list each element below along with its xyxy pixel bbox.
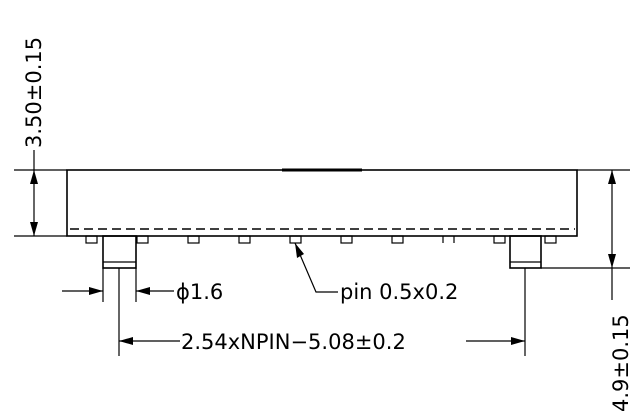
locating-post-left [102, 235, 137, 269]
pitch-dimension-label: 2.54xNPIN−5.08±0.2 [181, 330, 406, 354]
connector-body [66, 168, 578, 237]
pin-size-leader: pin 0.5x0.2 [294, 242, 458, 304]
pin-stubs [85, 235, 557, 244]
pin-diameter-label: ϕ1.6 [176, 280, 223, 304]
pitch-dimension: 2.54xNPIN−5.08±0.2 [118, 268, 526, 356]
pin-length-dimension-label: 4.9±0.15 [609, 314, 630, 412]
height-dimension: 3.50±0.15 [14, 37, 67, 237]
locating-post-right [509, 235, 542, 269]
pin-length-dimension: 4.9±0.15 [541, 169, 630, 412]
height-dimension-label: 3.50±0.15 [22, 37, 46, 148]
pin-diameter-dimension: ϕ1.6 [62, 268, 223, 304]
pin-size-label: pin 0.5x0.2 [340, 280, 458, 304]
